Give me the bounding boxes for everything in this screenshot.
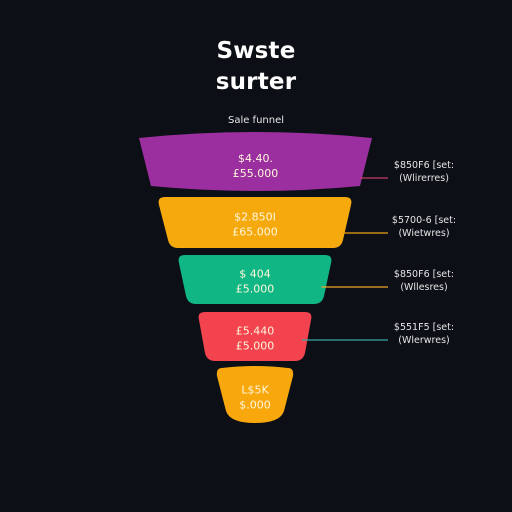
funnel-stage-2-annotation-line-2: (Wietwres)	[398, 228, 449, 239]
funnel-stage-2-annotation-line-1: $5700-6 [set:	[392, 215, 456, 226]
funnel-stage-3-value-line-2: £5.000	[236, 283, 275, 296]
funnel-stage-3-annotation-line-2: (Wllesres)	[400, 282, 447, 293]
funnel-stage-5-value-line-2: $.000	[239, 399, 271, 412]
chart-title-line-2: surter	[215, 69, 297, 95]
funnel-stage-2-value-line-1: $2.850I	[234, 211, 276, 224]
funnel-stage-4-value-line-2: £5.000	[236, 340, 275, 353]
funnel-stage-4-band	[198, 312, 312, 361]
funnel-stage-4-annotation-line-2: (Wlerwres)	[398, 335, 449, 346]
chart-title: Swste surter	[0, 36, 512, 98]
funnel-stage-4: £5.440 £5.000 $551F5 [set: (Wlerwres)	[198, 312, 454, 361]
funnel-stage-4-annotation-line-1: $551F5 [set:	[394, 322, 454, 333]
funnel-stage-1-band	[139, 132, 372, 191]
funnel-stage-5-value-line-1: L$5K	[241, 384, 269, 397]
funnel-stage-1-annotation-line-2: (Wlirerres)	[399, 173, 449, 184]
funnel-stage-3-annotation-line-1: $850F6 [set:	[394, 269, 454, 280]
funnel-stage-2: $2.850I £65.000 $5700-6 [set: (Wietwres)	[158, 197, 456, 248]
chart-subtitle: Sale funnel	[227, 115, 285, 126]
funnel-stage-1: $4.40. £55.000 $850F6 [set: (Wlirerres)	[139, 132, 454, 191]
funnel-stage-3-value-line-1: $ 404	[239, 268, 271, 281]
chart-title-line-1: Swste	[216, 38, 296, 64]
funnel-stage-5-band	[216, 366, 294, 423]
funnel-stage-2-value-line-2: £65.000	[232, 226, 278, 239]
funnel-stage-4-value-line-1: £5.440	[236, 325, 275, 338]
funnel-stage-1-value-line-1: $4.40.	[238, 152, 273, 165]
funnel-stage-1-value-line-2: £55.000	[233, 167, 279, 180]
funnel-stage-2-band	[158, 197, 352, 248]
funnel-stage-3-band	[178, 255, 332, 304]
funnel-stage-5: L$5K $.000	[216, 366, 294, 423]
funnel-stage-1-annotation-line-1: $850F6 [set:	[394, 160, 454, 171]
funnel-stage-3: $ 404 £5.000 $850F6 [set: (Wllesres)	[178, 255, 454, 304]
